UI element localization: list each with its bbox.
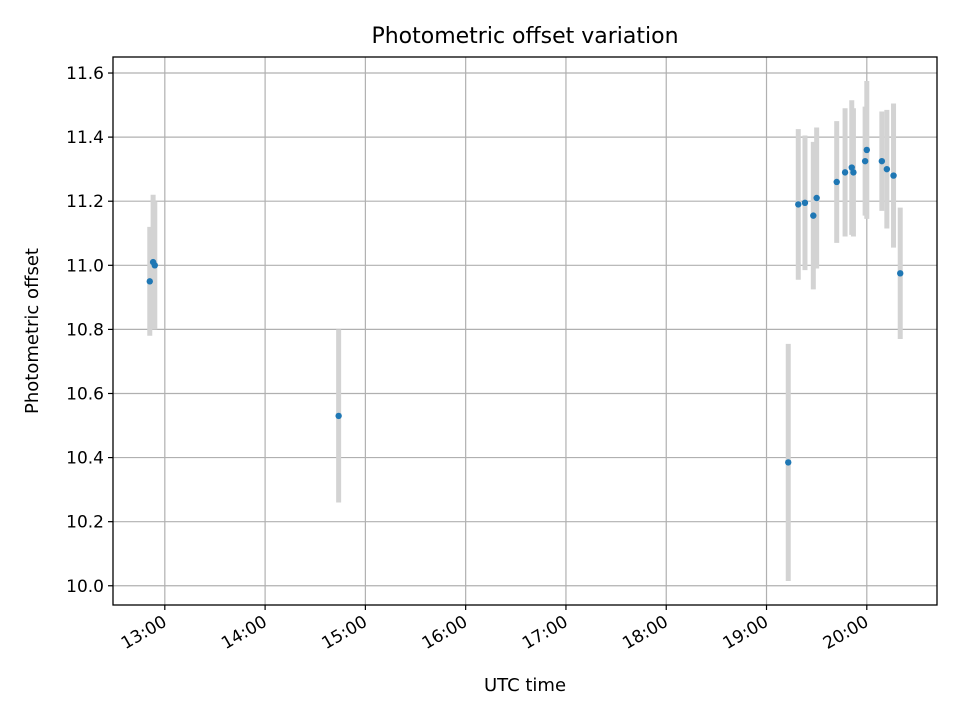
error-bars <box>147 81 903 581</box>
data-point <box>833 178 840 186</box>
data-point <box>883 165 891 173</box>
data-point <box>861 157 869 165</box>
x-tick-label: 15:00 <box>318 612 370 654</box>
data-point <box>335 412 342 420</box>
y-tick-label: 10.2 <box>66 513 104 533</box>
data-point <box>795 201 802 208</box>
data-point <box>151 262 158 269</box>
grid <box>113 57 937 605</box>
x-tick-label: 18:00 <box>619 612 671 654</box>
data-point <box>878 157 886 165</box>
y-axis-label: Photometric offset <box>22 248 43 414</box>
data-point <box>890 172 897 179</box>
data-point <box>848 164 855 171</box>
y-tick-label: 11.4 <box>66 128 104 148</box>
x-tick-label: 17:00 <box>519 612 571 654</box>
y-tick-label: 11.2 <box>66 192 104 212</box>
y-tick-label: 10.6 <box>66 384 104 404</box>
data-point <box>841 169 849 176</box>
y-tick-label: 10.8 <box>66 320 104 340</box>
data-point <box>785 459 792 466</box>
data-point <box>897 270 904 277</box>
x-tick-label: 13:00 <box>118 612 170 654</box>
data-point <box>801 199 809 207</box>
data-point <box>863 146 871 154</box>
chart-title: Photometric offset variation <box>371 24 678 49</box>
y-tick-label: 10.0 <box>66 577 104 597</box>
x-tick-label: 14:00 <box>218 612 270 654</box>
x-axis-label: UTC time <box>484 675 566 696</box>
data-point <box>146 278 153 285</box>
data-points <box>146 146 904 466</box>
data-point <box>813 194 820 202</box>
x-tick-label: 16:00 <box>419 612 471 654</box>
data-point <box>850 169 857 176</box>
plot-frame <box>112 56 938 606</box>
data-point <box>810 212 817 219</box>
x-tick-label: 19:00 <box>720 612 772 654</box>
y-tick-label: 11.6 <box>66 64 104 84</box>
x-tick-label: 20:00 <box>820 612 872 654</box>
axis-ticks: 10.0 10.2 10.4 10.6 10.8 11.0 11.2 11.4 11.6 13:0… <box>66 64 872 654</box>
y-tick-label: 10.4 <box>66 449 104 469</box>
y-tick-label: 11.0 <box>66 256 104 276</box>
